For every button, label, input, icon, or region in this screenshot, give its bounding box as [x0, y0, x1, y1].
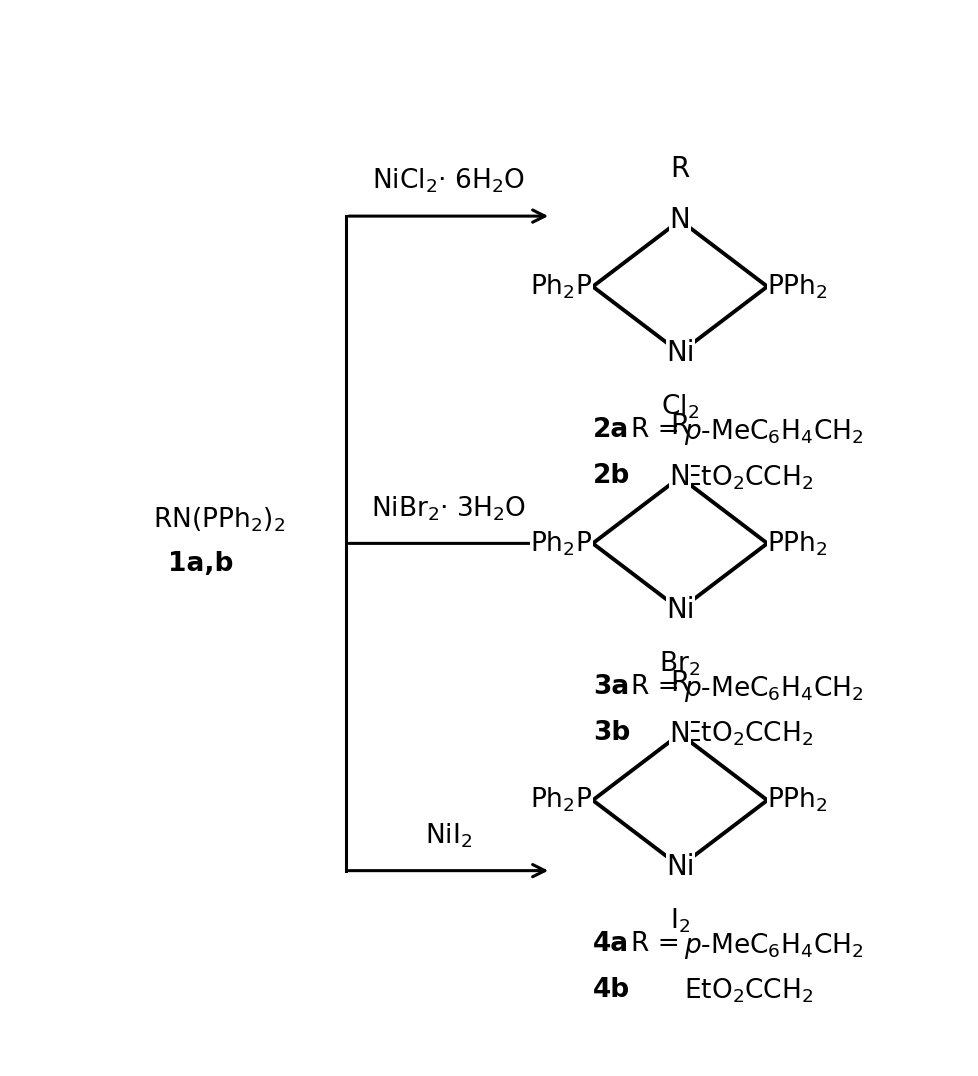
Text: PPh$_2$: PPh$_2$	[767, 529, 827, 557]
Text: R: R	[670, 668, 689, 696]
Text: $p$-MeC$_6$H$_4$CH$_2$: $p$-MeC$_6$H$_4$CH$_2$	[683, 931, 863, 961]
Text: PPh$_2$: PPh$_2$	[767, 785, 827, 815]
Text: NiCl$_2$· 6H$_2$O: NiCl$_2$· 6H$_2$O	[372, 167, 524, 196]
Text: N: N	[669, 720, 689, 748]
Text: 3a: 3a	[592, 675, 629, 700]
Text: Ph$_2$P: Ph$_2$P	[530, 529, 592, 557]
Text: $p$-MeC$_6$H$_4$CH$_2$: $p$-MeC$_6$H$_4$CH$_2$	[683, 417, 863, 448]
Text: EtO$_2$CCH$_2$: EtO$_2$CCH$_2$	[683, 977, 813, 1005]
Text: R =: R =	[630, 675, 688, 700]
Text: 4a: 4a	[592, 931, 628, 958]
Text: RN(PPh$_2$)$_2$: RN(PPh$_2$)$_2$	[153, 506, 285, 535]
Text: I$_2$: I$_2$	[669, 906, 689, 935]
Text: R =: R =	[630, 931, 688, 958]
Text: PPh$_2$: PPh$_2$	[767, 272, 827, 301]
Text: 2b: 2b	[592, 463, 630, 489]
Text: R: R	[670, 155, 689, 183]
Text: 1a,b: 1a,b	[168, 551, 233, 577]
Text: Ni: Ni	[665, 596, 693, 624]
Text: NiI$_2$: NiI$_2$	[424, 821, 471, 850]
Text: EtO$_2$CCH$_2$: EtO$_2$CCH$_2$	[683, 463, 813, 492]
Text: Ni: Ni	[665, 852, 693, 880]
Text: $p$-MeC$_6$H$_4$CH$_2$: $p$-MeC$_6$H$_4$CH$_2$	[683, 675, 863, 705]
Text: Br$_2$: Br$_2$	[659, 650, 700, 678]
Text: 4b: 4b	[592, 977, 629, 1003]
Text: Cl$_2$: Cl$_2$	[660, 393, 698, 421]
Text: N: N	[669, 207, 689, 235]
Text: Ph$_2$P: Ph$_2$P	[530, 785, 592, 815]
Text: R: R	[670, 412, 689, 440]
Text: 3b: 3b	[592, 720, 630, 746]
Text: EtO$_2$CCH$_2$: EtO$_2$CCH$_2$	[683, 720, 813, 748]
Text: NiBr$_2$· 3H$_2$O: NiBr$_2$· 3H$_2$O	[371, 494, 525, 523]
Text: 2a: 2a	[592, 417, 629, 443]
Text: Ph$_2$P: Ph$_2$P	[530, 272, 592, 301]
Text: N: N	[669, 463, 689, 491]
Text: Ni: Ni	[665, 339, 693, 367]
Text: R =: R =	[630, 417, 688, 443]
